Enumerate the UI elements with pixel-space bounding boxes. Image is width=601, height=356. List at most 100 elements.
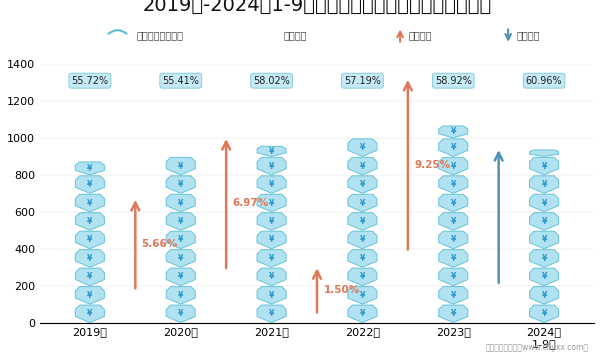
- PathPatch shape: [439, 194, 468, 212]
- Text: ¥: ¥: [360, 272, 365, 281]
- Text: ¥: ¥: [451, 272, 456, 281]
- Text: ¥: ¥: [269, 291, 274, 300]
- Text: ¥: ¥: [87, 291, 93, 300]
- Text: ¥: ¥: [542, 272, 547, 281]
- PathPatch shape: [439, 157, 468, 175]
- PathPatch shape: [257, 146, 286, 156]
- Text: ¥: ¥: [360, 235, 365, 245]
- Text: ¥: ¥: [269, 272, 274, 281]
- PathPatch shape: [166, 287, 195, 304]
- PathPatch shape: [348, 139, 377, 156]
- Text: ¥: ¥: [360, 291, 365, 300]
- Text: 同比减少: 同比减少: [516, 31, 540, 41]
- PathPatch shape: [439, 176, 468, 193]
- Text: ¥: ¥: [451, 291, 456, 300]
- Text: ¥: ¥: [269, 254, 274, 263]
- PathPatch shape: [529, 305, 558, 323]
- PathPatch shape: [257, 176, 286, 193]
- PathPatch shape: [75, 305, 105, 323]
- Text: 60.96%: 60.96%: [526, 76, 563, 86]
- Text: ¥: ¥: [87, 235, 93, 245]
- PathPatch shape: [439, 231, 468, 249]
- Text: 5.66%: 5.66%: [142, 239, 178, 249]
- Text: ¥: ¥: [178, 272, 183, 281]
- Text: ¥: ¥: [360, 162, 365, 171]
- PathPatch shape: [348, 250, 377, 267]
- PathPatch shape: [166, 194, 195, 212]
- PathPatch shape: [75, 213, 105, 230]
- Text: 55.72%: 55.72%: [72, 76, 108, 86]
- Text: ¥: ¥: [542, 309, 547, 318]
- Text: ¥: ¥: [451, 127, 456, 136]
- PathPatch shape: [75, 162, 105, 175]
- PathPatch shape: [166, 250, 195, 267]
- PathPatch shape: [166, 268, 195, 286]
- PathPatch shape: [348, 231, 377, 249]
- PathPatch shape: [348, 268, 377, 286]
- Text: ¥: ¥: [178, 162, 183, 171]
- PathPatch shape: [348, 176, 377, 193]
- Text: ¥: ¥: [451, 199, 456, 208]
- PathPatch shape: [257, 194, 286, 212]
- PathPatch shape: [529, 268, 558, 286]
- Text: ¥: ¥: [87, 272, 93, 281]
- Text: 制图：智研咨询（www.chyxx.com）: 制图：智研咨询（www.chyxx.com）: [486, 344, 589, 352]
- Text: ¥: ¥: [178, 180, 183, 189]
- PathPatch shape: [257, 250, 286, 267]
- PathPatch shape: [529, 150, 558, 156]
- PathPatch shape: [166, 231, 195, 249]
- Text: ¥: ¥: [360, 143, 365, 152]
- Text: ¥: ¥: [269, 217, 274, 226]
- Text: ¥: ¥: [360, 254, 365, 263]
- PathPatch shape: [439, 268, 468, 286]
- Text: 累计保费（亿元）: 累计保费（亿元）: [137, 31, 184, 41]
- Text: ¥: ¥: [451, 254, 456, 263]
- Text: 1.50%: 1.50%: [323, 285, 359, 295]
- Text: ¥: ¥: [87, 217, 93, 226]
- Text: ¥: ¥: [269, 147, 274, 156]
- Text: 57.19%: 57.19%: [344, 76, 381, 86]
- PathPatch shape: [348, 213, 377, 230]
- Text: 58.02%: 58.02%: [253, 76, 290, 86]
- FancyBboxPatch shape: [259, 27, 281, 45]
- Title: 2019年-2024年1-9月山西省累计原保险保费收入统计图: 2019年-2024年1-9月山西省累计原保险保费收入统计图: [142, 0, 492, 15]
- Text: ¥: ¥: [269, 199, 274, 208]
- PathPatch shape: [166, 157, 195, 175]
- Text: ¥: ¥: [87, 199, 93, 208]
- PathPatch shape: [439, 139, 468, 156]
- PathPatch shape: [529, 176, 558, 193]
- Text: ¥: ¥: [451, 309, 456, 318]
- PathPatch shape: [348, 157, 377, 175]
- PathPatch shape: [75, 287, 105, 304]
- PathPatch shape: [348, 305, 377, 323]
- Text: 58.92%: 58.92%: [435, 76, 472, 86]
- Text: 同比增加: 同比增加: [409, 31, 432, 41]
- PathPatch shape: [439, 213, 468, 230]
- PathPatch shape: [348, 287, 377, 304]
- PathPatch shape: [529, 157, 558, 175]
- PathPatch shape: [348, 194, 377, 212]
- Text: ¥: ¥: [542, 217, 547, 226]
- Text: 寿险占比: 寿险占比: [284, 31, 307, 41]
- Text: ¥: ¥: [542, 180, 547, 189]
- Text: ¥: ¥: [87, 164, 93, 173]
- PathPatch shape: [166, 176, 195, 193]
- PathPatch shape: [75, 194, 105, 212]
- Text: ¥: ¥: [542, 199, 547, 208]
- Text: ¥: ¥: [542, 254, 547, 263]
- Text: ¥: ¥: [178, 254, 183, 263]
- PathPatch shape: [166, 213, 195, 230]
- Text: ¥: ¥: [87, 254, 93, 263]
- Text: ¥: ¥: [542, 162, 547, 171]
- PathPatch shape: [257, 287, 286, 304]
- Text: ¥: ¥: [360, 199, 365, 208]
- PathPatch shape: [439, 287, 468, 304]
- PathPatch shape: [257, 268, 286, 286]
- Text: ¥: ¥: [451, 235, 456, 245]
- Text: ¥: ¥: [542, 291, 547, 300]
- PathPatch shape: [75, 231, 105, 249]
- PathPatch shape: [257, 213, 286, 230]
- Text: ¥: ¥: [269, 162, 274, 171]
- Text: ¥: ¥: [542, 235, 547, 245]
- Text: 55.41%: 55.41%: [162, 76, 199, 86]
